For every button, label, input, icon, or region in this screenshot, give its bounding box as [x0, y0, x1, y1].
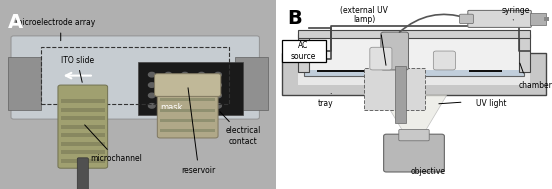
Circle shape	[198, 72, 205, 77]
Bar	[395, 66, 406, 123]
FancyBboxPatch shape	[384, 134, 444, 172]
Circle shape	[215, 83, 221, 87]
Bar	[298, 34, 309, 72]
Bar	[61, 125, 105, 129]
Bar	[235, 57, 268, 110]
Bar	[160, 129, 215, 132]
Circle shape	[198, 93, 205, 98]
Circle shape	[182, 72, 188, 77]
FancyBboxPatch shape	[282, 40, 326, 62]
Text: tray: tray	[318, 99, 333, 108]
Text: ITO slide: ITO slide	[61, 56, 94, 82]
Circle shape	[165, 83, 172, 87]
Text: mask: mask	[160, 102, 182, 112]
Bar	[304, 64, 524, 76]
Circle shape	[165, 104, 172, 108]
Text: UV light: UV light	[476, 99, 507, 108]
Bar	[530, 13, 546, 25]
FancyBboxPatch shape	[282, 53, 546, 94]
Bar	[61, 99, 105, 103]
Text: lamp): lamp)	[353, 15, 375, 24]
Circle shape	[165, 72, 172, 77]
Circle shape	[182, 93, 188, 98]
Bar	[61, 133, 105, 137]
FancyBboxPatch shape	[58, 85, 108, 168]
Circle shape	[148, 83, 155, 87]
Circle shape	[215, 93, 221, 98]
FancyBboxPatch shape	[468, 10, 531, 27]
Text: chamber: chamber	[519, 81, 552, 90]
FancyBboxPatch shape	[381, 32, 408, 70]
Circle shape	[198, 104, 205, 108]
Bar	[298, 59, 530, 85]
FancyBboxPatch shape	[370, 47, 392, 70]
Text: (external UV: (external UV	[341, 6, 388, 15]
Text: AC
source: AC source	[291, 41, 316, 61]
Circle shape	[182, 104, 188, 108]
Circle shape	[148, 104, 155, 108]
FancyBboxPatch shape	[77, 158, 88, 189]
Bar	[317, 67, 373, 72]
Bar	[41, 47, 229, 104]
FancyBboxPatch shape	[459, 14, 474, 24]
Text: objective: objective	[410, 167, 445, 177]
Text: microelectrode array: microelectrode array	[15, 18, 95, 27]
Bar	[309, 38, 519, 70]
Circle shape	[148, 72, 155, 77]
Bar	[519, 34, 530, 72]
Bar	[544, 17, 549, 21]
FancyBboxPatch shape	[433, 51, 455, 70]
Text: microchannel: microchannel	[84, 125, 142, 163]
Bar	[160, 109, 215, 112]
Bar	[61, 142, 105, 146]
Bar	[138, 62, 243, 115]
FancyBboxPatch shape	[155, 74, 221, 96]
Text: syringe: syringe	[502, 6, 530, 15]
Bar	[469, 67, 502, 72]
Circle shape	[215, 104, 221, 108]
Text: A: A	[8, 13, 23, 32]
Circle shape	[215, 72, 221, 77]
Bar	[61, 108, 105, 112]
Circle shape	[165, 93, 172, 98]
Circle shape	[148, 93, 155, 98]
Text: electrical
contact: electrical contact	[220, 112, 261, 146]
FancyBboxPatch shape	[399, 129, 429, 141]
Bar	[298, 30, 530, 38]
Bar	[160, 119, 215, 122]
Bar	[61, 150, 105, 154]
Bar	[8, 57, 41, 110]
Circle shape	[182, 83, 188, 87]
Bar	[160, 98, 215, 101]
Polygon shape	[381, 94, 447, 136]
Circle shape	[198, 83, 205, 87]
Bar	[61, 116, 105, 120]
Bar	[61, 159, 105, 163]
Text: reservoir: reservoir	[182, 88, 216, 175]
FancyBboxPatch shape	[11, 36, 259, 119]
FancyBboxPatch shape	[364, 68, 425, 110]
Text: B: B	[287, 9, 302, 29]
FancyBboxPatch shape	[157, 81, 218, 138]
